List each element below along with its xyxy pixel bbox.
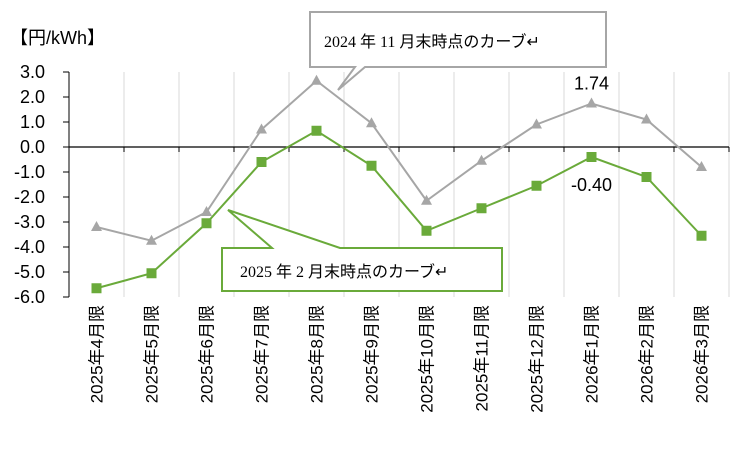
data-label: -0.40 [571, 175, 612, 195]
gray-series-label: 2024 年 11 月末時点のカーブ↵ [324, 32, 540, 51]
data-point-triangle [641, 113, 652, 124]
x-tick-label: 2025年12月限 [528, 305, 547, 413]
x-tick-label: 2025年11月限 [473, 305, 492, 411]
labels: 1.74 -0.40 [571, 74, 612, 196]
data-point-triangle [146, 234, 157, 245]
series-line-1 [96, 129, 703, 290]
x-tick-label: 2026年1月限 [583, 305, 602, 403]
data-point-triangle [311, 74, 322, 85]
x-tick-label: 2025年6月限 [198, 305, 217, 403]
y-tick-label: 1.0 [20, 112, 45, 132]
data-point-square [421, 225, 432, 236]
series-line-0 [96, 79, 703, 242]
green-series-label: 2025 年 2 月末時点のカーブ↵ [240, 262, 448, 281]
x-tick-label: 2025年10月限 [418, 305, 437, 413]
y-tick-label: -4.0 [14, 237, 45, 257]
data-point-square [256, 157, 267, 167]
data-point-square [696, 230, 707, 241]
data-point-triangle [366, 117, 377, 128]
gridlines [68, 72, 730, 297]
x-tick-label: 2026年2月限 [638, 305, 657, 403]
data-point-square [641, 172, 652, 182]
data-point-triangle [586, 97, 597, 108]
data-point-square [366, 160, 377, 171]
data-point-square [311, 125, 322, 136]
data-point-triangle [201, 206, 212, 216]
y-tick-label: -5.0 [14, 262, 45, 282]
green-series-callout: 2025 年 2 月末時点のカーブ↵ [221, 209, 503, 292]
y-tick-label: -3.0 [14, 212, 45, 232]
data-point-square [476, 203, 487, 214]
y-tick-label: -2.0 [14, 187, 45, 207]
y-tick-label: -1.0 [14, 162, 45, 182]
x-tick-label: 2025年8月限 [308, 305, 327, 403]
y-tick-label: 3.0 [20, 62, 45, 82]
x-tick-label: 2025年7月限 [253, 305, 272, 403]
data-point-square [146, 268, 157, 279]
x-tick-label: 2025年5月限 [143, 305, 162, 403]
y-tick-label: -6.0 [14, 287, 45, 307]
data-point-square [586, 152, 597, 162]
x-tick-label: 2026年3月限 [693, 305, 712, 403]
data-point-triangle [696, 161, 707, 171]
gray-series-callout: 2024 年 11 月末時点のカーブ↵ [309, 11, 607, 91]
data-point-triangle [91, 221, 102, 231]
x-tick-label: 2025年9月限 [363, 305, 382, 403]
axes: 3.0 2.0 1.0 0.0 -1.0 -2.0 -3.0 -4.0 -5.0 -6.0 2025… [14, 62, 730, 413]
data-point-triangle [256, 123, 267, 134]
data-point-square [201, 218, 212, 229]
y-tick-label: 2.0 [20, 87, 45, 107]
data-point-triangle [476, 154, 487, 165]
data-point-square [531, 180, 542, 191]
x-tick-label: 2025年4月限 [88, 305, 107, 403]
data-point-triangle [421, 194, 432, 205]
data-point-square [91, 283, 102, 294]
series [91, 74, 707, 294]
y-tick-label: 0.0 [20, 137, 45, 157]
data-point-triangle [531, 118, 542, 129]
data-label: 1.74 [574, 74, 609, 94]
y-axis-unit-label: 【円/kWh】 [10, 28, 105, 48]
